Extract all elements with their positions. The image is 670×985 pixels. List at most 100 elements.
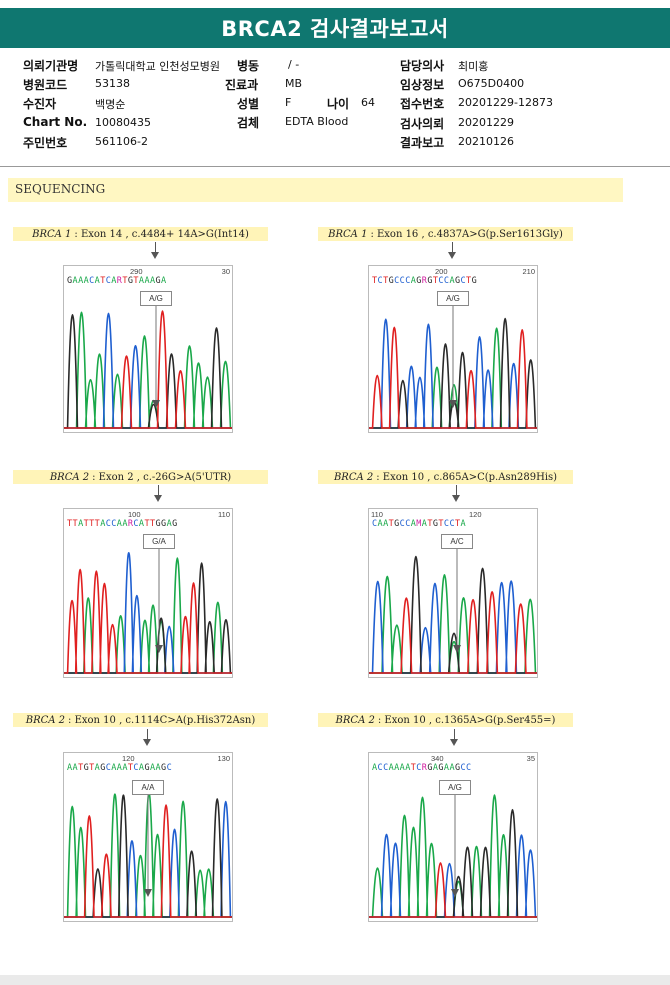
- base-letter: A: [399, 763, 406, 773]
- base-letter: C: [405, 519, 411, 529]
- ward-value: / -: [288, 58, 300, 71]
- base-letter: T: [438, 519, 444, 529]
- panel-3-variant: : Exon 2 , c.-26G>A(5'UTR): [92, 471, 232, 483]
- base-letter: G: [438, 763, 444, 773]
- base-letter: A: [405, 763, 411, 773]
- base-letter: G: [127, 276, 134, 286]
- page-bottom-strip: [0, 975, 670, 985]
- panel-6-pos-right: 35: [526, 754, 535, 763]
- panel-6-sequence: ACCAAAATCRGAGAAGCC: [372, 763, 535, 773]
- panel-5-sequence: AATGTAGCAAATCAGAAGC: [67, 763, 230, 773]
- trace-G: [369, 317, 537, 429]
- sex-label: 성별: [237, 97, 260, 111]
- base-letter: G: [144, 763, 150, 773]
- base-letter: T: [83, 519, 90, 529]
- base-letter: A: [383, 519, 389, 529]
- report-date-label: 결과보고: [400, 136, 445, 150]
- base-letter: A: [138, 519, 145, 529]
- trace-G: [369, 555, 537, 674]
- trace-T: [64, 569, 232, 674]
- base-letter: A: [72, 763, 79, 773]
- base-letter: A: [138, 763, 145, 773]
- specimen-value: EDTA Blood: [285, 115, 349, 128]
- request-value: 20201229: [458, 116, 514, 129]
- panel-1-variant: : Exon 14 , c.4484+ 14A>G(Int14): [74, 228, 249, 240]
- base-letter: G: [427, 276, 433, 286]
- chart-value: 10080435: [95, 116, 151, 129]
- base-letter: C: [466, 763, 472, 773]
- variant-marker-arrow: [451, 889, 459, 897]
- id-value: 561106-2: [95, 135, 148, 148]
- chromatogram-trace: [64, 792, 232, 918]
- base-letter: T: [78, 763, 84, 773]
- hospital-value: 가톨릭대학교 인천성모병원: [95, 60, 220, 73]
- base-letter: C: [105, 276, 112, 286]
- panel-1-pos-left: 290: [130, 267, 143, 276]
- variant-marker-arrow: [155, 645, 163, 653]
- trace-T: [64, 310, 232, 429]
- report-title: BRCA2 검사결과보고서: [0, 8, 670, 48]
- panel-2-pos-right: 210: [522, 267, 535, 276]
- patient-value: 백명순: [95, 98, 126, 111]
- trace-A: [369, 327, 537, 429]
- base-letter: T: [100, 276, 106, 286]
- base-letter: T: [67, 519, 73, 529]
- base-letter: A: [94, 276, 101, 286]
- trace-A: [369, 794, 537, 918]
- panel-4-pos-right: 120: [469, 510, 482, 519]
- base-letter: C: [443, 276, 450, 286]
- base-letter: G: [100, 763, 106, 773]
- base-letter: C: [372, 519, 378, 529]
- base-letter: G: [432, 519, 439, 529]
- base-letter: A: [149, 276, 156, 286]
- base-letter: A: [100, 519, 106, 529]
- panel-4-call: A/C: [441, 534, 473, 549]
- base-letter: A: [394, 763, 400, 773]
- base-letter: T: [149, 519, 156, 529]
- base-letter: A: [161, 276, 167, 286]
- position-arrow-icon: [143, 739, 151, 746]
- base-letter: T: [122, 276, 128, 286]
- base-letter: R: [127, 519, 134, 529]
- clinical-value: O675D0400: [458, 77, 525, 90]
- base-letter: T: [94, 519, 101, 529]
- base-letter: A: [449, 276, 455, 286]
- position-arrow-stem: [452, 242, 453, 253]
- base-letter: A: [149, 763, 156, 773]
- receipt-value: 20201229-12873: [458, 96, 553, 109]
- panel-2-title: BRCA 1 : Exon 16 , c.4837A>G(p.Ser1613Gl…: [318, 227, 573, 241]
- code-value: 53138: [95, 77, 130, 90]
- base-letter: A: [410, 519, 417, 529]
- specimen-label: 검체: [237, 116, 260, 130]
- code-label: 병원코드: [23, 78, 68, 92]
- panel-3-pos-right: 110: [218, 510, 230, 519]
- base-letter: A: [116, 519, 123, 529]
- base-letter: C: [133, 763, 139, 773]
- base-letter: C: [405, 276, 411, 286]
- position-arrow-stem: [456, 485, 457, 496]
- panel-2-pos-left: 200: [435, 267, 448, 276]
- panel-2-chromatogram: 200 210 TCTGCCCAGRGTCCAGCTG A/G: [368, 265, 538, 433]
- base-letter: A: [166, 519, 173, 529]
- doctor-value: 최미홍: [458, 60, 489, 73]
- patient-info-block: 의뢰기관명 가톨릭대학교 인천성모병원 병동 / - 담당의사 최미홍 병원코드…: [0, 48, 670, 167]
- base-letter: R: [421, 276, 428, 286]
- base-letter: T: [410, 763, 417, 773]
- base-letter: G: [394, 519, 400, 529]
- base-letter: G: [416, 276, 422, 286]
- base-letter: C: [438, 276, 444, 286]
- base-letter: G: [427, 763, 433, 773]
- age-label: 나이: [327, 97, 350, 111]
- position-arrow-icon: [450, 739, 458, 746]
- base-letter: C: [416, 763, 422, 773]
- position-arrow-icon: [154, 495, 162, 502]
- position-arrow-icon: [448, 252, 456, 259]
- base-letter: A: [122, 763, 128, 773]
- panel-2-gene: BRCA 1: [328, 228, 368, 240]
- base-letter: A: [155, 763, 162, 773]
- panel-5-gene: BRCA 2: [25, 714, 66, 726]
- panel-3-pos-left: 100: [128, 510, 141, 519]
- base-letter: G: [388, 276, 395, 286]
- base-letter: C: [166, 763, 173, 773]
- chart-label: Chart No.: [23, 115, 88, 129]
